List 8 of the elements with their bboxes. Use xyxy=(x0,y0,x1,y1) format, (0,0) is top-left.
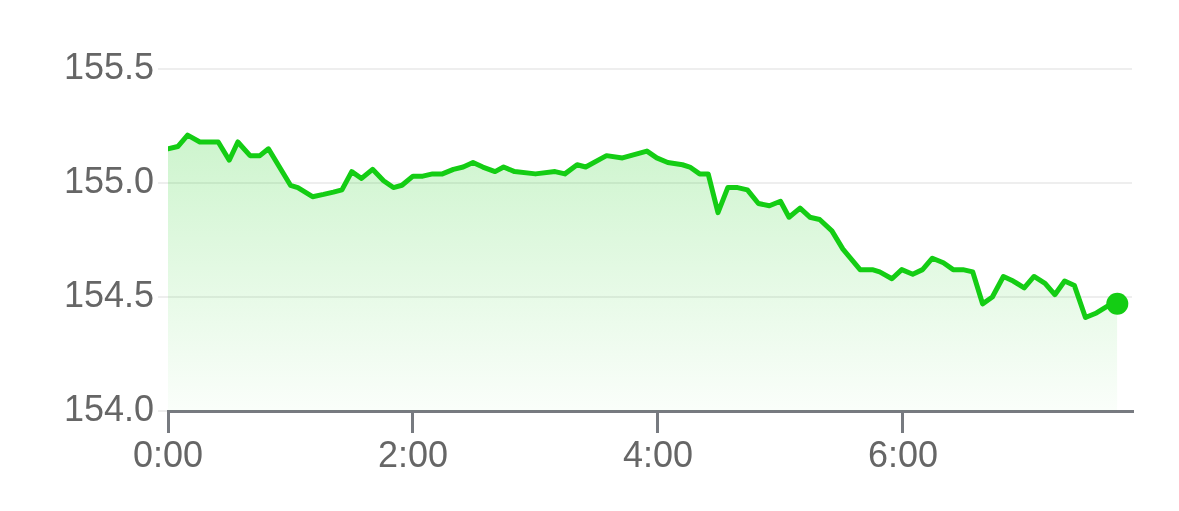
x-tick-label: 6:00 xyxy=(867,433,938,475)
x-tick-label: 0:00 xyxy=(132,433,204,475)
x-tick-label: 4:00 xyxy=(622,433,693,475)
y-tick-label: 154.5 xyxy=(63,273,154,315)
y-tick-label: 155.0 xyxy=(63,159,154,201)
y-tick-label: 155.5 xyxy=(63,45,154,87)
y-tick-label: 154.0 xyxy=(63,387,154,429)
x-tick-label: 2:00 xyxy=(377,433,449,475)
